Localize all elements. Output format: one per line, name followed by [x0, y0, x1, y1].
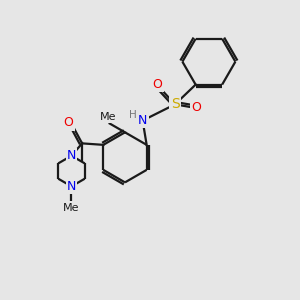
Text: N: N: [67, 180, 76, 193]
Text: S: S: [171, 98, 179, 111]
Text: N: N: [138, 114, 147, 127]
Text: O: O: [152, 78, 162, 91]
Text: H: H: [129, 110, 137, 120]
Text: Me: Me: [100, 112, 116, 122]
Text: O: O: [64, 116, 74, 129]
Text: Me: Me: [63, 202, 80, 213]
Text: N: N: [67, 149, 76, 162]
Text: O: O: [192, 101, 202, 114]
